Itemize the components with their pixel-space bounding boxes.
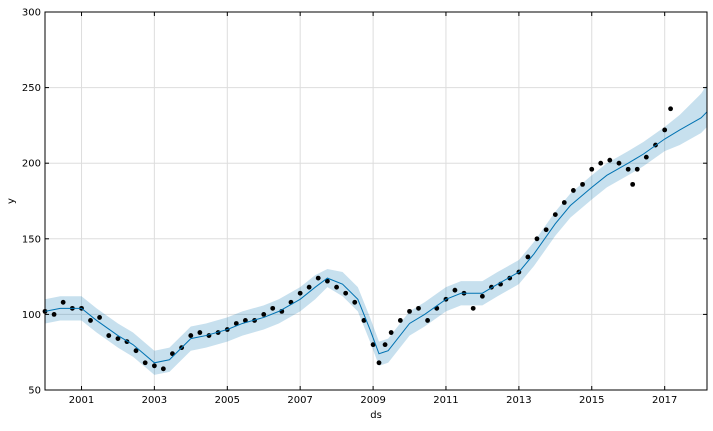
observed-point bbox=[370, 342, 376, 348]
x-tick-label: 2013 bbox=[506, 395, 531, 406]
observed-point bbox=[630, 181, 636, 187]
observed-point bbox=[97, 315, 102, 320]
observed-point bbox=[534, 236, 540, 242]
uncertainty-band bbox=[45, 84, 707, 375]
observed-point bbox=[133, 348, 139, 354]
x-tick-label: 2009 bbox=[360, 395, 385, 406]
observed-point bbox=[616, 160, 622, 166]
observed-point bbox=[425, 318, 430, 323]
observed-point bbox=[561, 200, 567, 205]
observed-point bbox=[261, 312, 267, 317]
x-tick-label: 2011 bbox=[433, 395, 458, 406]
y-tick-label: 100 bbox=[22, 310, 41, 321]
observed-point bbox=[352, 299, 358, 305]
plot-frame bbox=[44, 11, 708, 391]
observed-point bbox=[197, 330, 203, 335]
y-tick-label: 300 bbox=[22, 8, 41, 19]
observed-point bbox=[388, 330, 394, 335]
observed-point bbox=[662, 127, 668, 133]
observed-point bbox=[88, 318, 93, 323]
observed-point bbox=[580, 181, 585, 187]
observed-point bbox=[306, 284, 312, 290]
x-tick-label: 2015 bbox=[579, 395, 604, 406]
observed-point bbox=[361, 318, 367, 323]
observed-point bbox=[552, 212, 558, 218]
observed-point bbox=[325, 278, 330, 284]
x-tick-label: 2005 bbox=[215, 395, 240, 406]
observed-point bbox=[297, 290, 303, 296]
observed-point bbox=[452, 287, 458, 293]
observed-point bbox=[233, 321, 239, 326]
y-tick-label: 150 bbox=[22, 234, 41, 245]
observed-point bbox=[625, 166, 631, 172]
observed-point bbox=[270, 305, 276, 311]
observed-point bbox=[160, 366, 166, 372]
x-tick-label: 2007 bbox=[287, 395, 312, 406]
observed-point bbox=[479, 293, 485, 299]
observed-point bbox=[106, 333, 112, 338]
tick-layer: 2001 2003 2005 2007 2009 2011 2013 2015 2017 50 10… bbox=[22, 8, 707, 406]
x-tick-label: 2001 bbox=[69, 395, 94, 406]
y-tick-label: 50 bbox=[28, 386, 41, 397]
observed-point bbox=[315, 275, 321, 281]
observed-point bbox=[334, 284, 339, 290]
observed-point bbox=[343, 290, 349, 296]
y-axis-label: y bbox=[6, 198, 17, 204]
observed-point bbox=[115, 336, 121, 341]
observed-point bbox=[407, 308, 412, 314]
observed-point bbox=[51, 312, 57, 317]
observed-point bbox=[643, 154, 649, 160]
observed-point bbox=[598, 160, 604, 166]
y-tick-label: 200 bbox=[22, 159, 41, 170]
forecast-line bbox=[44, 111, 708, 364]
observed-point bbox=[60, 299, 66, 305]
x-tick-label: 2003 bbox=[142, 395, 167, 406]
observed-point bbox=[142, 360, 148, 366]
observed-point bbox=[668, 106, 673, 112]
observed-points bbox=[42, 106, 673, 372]
observed-point bbox=[570, 188, 576, 193]
observed-point bbox=[525, 254, 531, 260]
observed-point bbox=[470, 305, 476, 311]
observed-point bbox=[607, 157, 613, 163]
observed-point bbox=[543, 227, 549, 233]
observed-point bbox=[376, 360, 382, 366]
x-axis-label: ds bbox=[370, 410, 382, 421]
observed-point bbox=[634, 166, 640, 172]
observed-point bbox=[151, 363, 157, 369]
x-tick-label: 2017 bbox=[652, 395, 677, 406]
y-tick-label: 250 bbox=[22, 83, 41, 94]
observed-point bbox=[589, 166, 595, 172]
grid-layer bbox=[45, 11, 707, 391]
observed-point bbox=[188, 333, 194, 338]
observed-point bbox=[397, 318, 403, 323]
observed-point bbox=[242, 318, 248, 323]
observed-point bbox=[382, 342, 388, 348]
observed-point bbox=[416, 305, 421, 311]
